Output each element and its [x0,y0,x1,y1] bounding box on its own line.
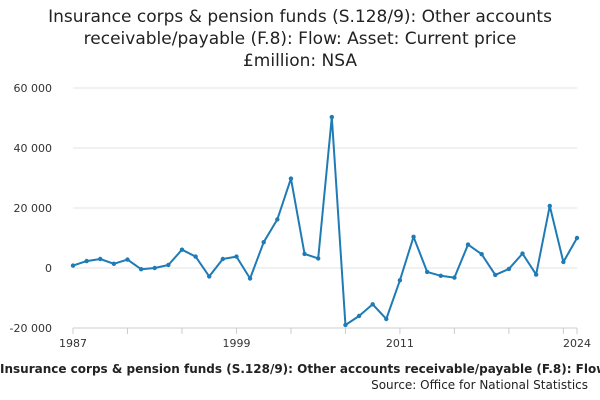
data-point[interactable] [179,247,185,252]
data-point[interactable] [315,256,321,261]
data-point[interactable] [506,266,512,272]
source-text: Source: Office for National Statistics [371,378,588,392]
data-point[interactable] [356,313,362,319]
data-point[interactable] [207,274,212,279]
chart-title: Insurance corps & pension funds (S.128/9… [0,6,600,72]
data-point[interactable] [397,278,403,283]
chart-title-line-3: £million: NSA [242,51,358,71]
y-tick-label: 60 000 [14,82,53,95]
data-point[interactable] [152,265,157,271]
y-tick-label: 40 000 [14,142,53,155]
data-point[interactable] [438,273,443,278]
data-point[interactable] [465,242,471,247]
data-point[interactable] [547,203,552,209]
chart-title-line-2: receivable/payable (F.8): Flow: Asset: C… [83,29,517,49]
data-point[interactable] [329,114,335,120]
data-point[interactable] [288,176,294,181]
data-point[interactable] [138,267,144,272]
data-point[interactable] [561,259,566,265]
y-axis: 60 000 40 000 20 000 0 -20 000 [10,82,52,335]
data-point[interactable] [247,276,253,281]
x-tick-label: 1999 [222,337,250,350]
data-series [70,114,580,328]
data-point[interactable] [302,251,307,257]
data-point[interactable] [520,251,525,256]
data-point[interactable] [193,254,198,259]
data-point[interactable] [424,269,430,275]
data-point[interactable] [411,234,416,239]
data-point[interactable] [261,240,266,245]
data-point[interactable] [234,254,239,259]
chart-title-line-1: Insurance corps & pension funds (S.128/9… [48,7,552,27]
data-point[interactable] [70,263,76,268]
data-point[interactable] [275,217,280,222]
data-point[interactable] [125,257,130,262]
source-note: Source: Office for National Statistics [0,378,600,392]
data-point[interactable] [111,261,117,266]
data-point[interactable] [493,272,498,278]
data-point[interactable] [370,302,375,307]
data-point[interactable] [166,262,171,268]
data-point[interactable] [84,258,89,264]
data-point[interactable] [452,275,457,280]
data-point[interactable] [574,235,580,241]
x-tick-label: 1987 [59,337,87,350]
x-axis: 1987 1999 2011 2024 [59,327,591,350]
chart-caption: Insurance corps & pension funds (S.128/9… [0,362,600,376]
x-tick-label: 2024 [563,337,591,350]
data-point[interactable] [384,316,389,322]
data-point[interactable] [343,322,348,328]
y-tick-label: -20 000 [10,322,52,335]
data-point[interactable] [533,272,539,277]
data-point[interactable] [98,256,103,262]
data-point[interactable] [479,252,484,257]
grid-lines [73,87,577,329]
series-line [72,116,578,326]
y-tick-label: 20 000 [14,202,53,215]
y-tick-label: 0 [45,262,52,275]
data-point[interactable] [220,256,226,262]
x-tick-label: 2011 [386,337,414,350]
